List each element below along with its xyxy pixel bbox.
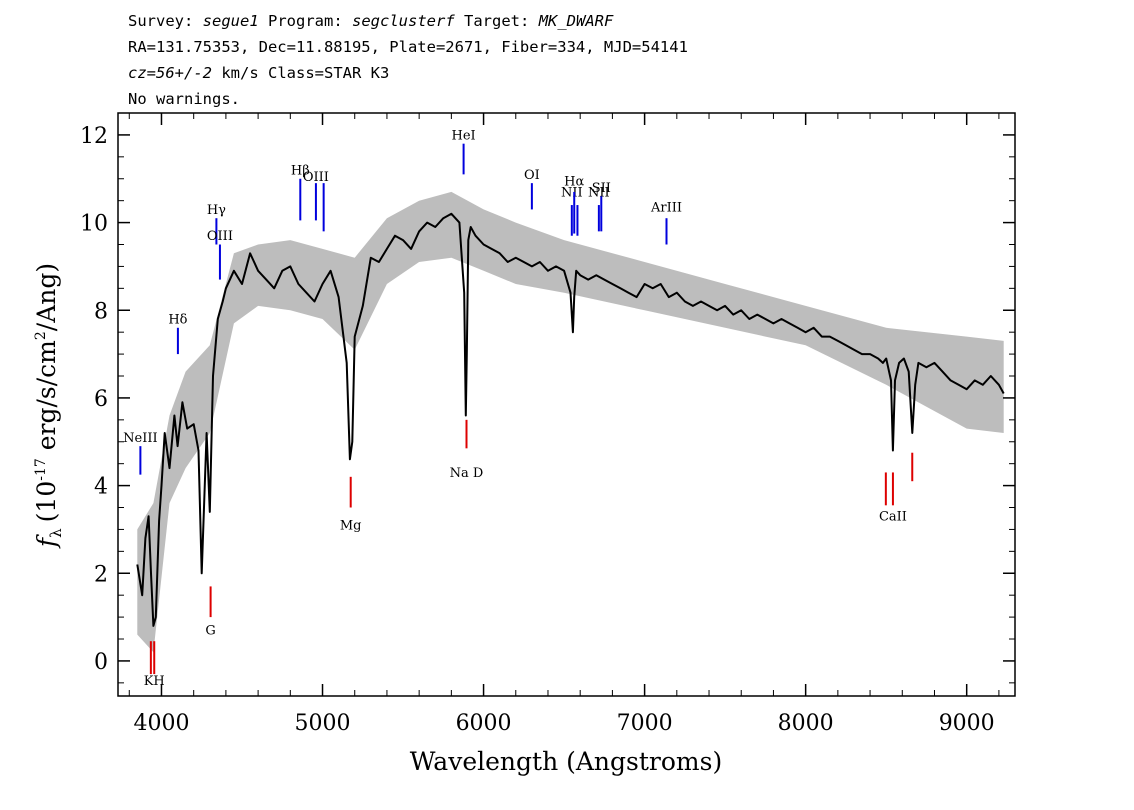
line-label-5876: HeI <box>452 128 476 143</box>
x-tick-label-9000: 9000 <box>939 711 995 736</box>
x-tick-label-7000: 7000 <box>617 711 673 736</box>
classification: Class=STAR K3 <box>268 64 390 82</box>
y-tick-label-6: 6 <box>94 387 108 412</box>
line-label-4959: OIII <box>303 170 329 185</box>
line-label-4102: Hδ <box>168 312 187 327</box>
y-tick-label-4: 4 <box>94 475 108 500</box>
target-value: MK_DWARF <box>538 12 614 30</box>
y-tick-label-12: 12 <box>80 124 108 149</box>
line-label-8542: CaII <box>879 510 907 525</box>
x-tick-label-6000: 6000 <box>456 711 512 736</box>
x-tick-label-8000: 8000 <box>778 711 834 736</box>
program-value: segclusterf <box>352 12 455 30</box>
header-line-1: Survey: segue1 Program: segclusterf Targ… <box>128 12 613 30</box>
y-axis-label: fλ(10-17 erg/s/cm2/Ang) <box>32 263 65 549</box>
target-label: Target: <box>464 12 530 30</box>
line-label-3869: NeIII <box>123 431 157 446</box>
x-tick-label-5000: 5000 <box>295 711 351 736</box>
line-label-7136: ArIII <box>650 201 682 216</box>
line-label-6548: NII <box>561 185 583 200</box>
line-label-6731: SII <box>592 181 611 196</box>
survey-value: segue1 <box>202 12 259 30</box>
line-label-6563: Hα <box>564 174 584 189</box>
header-line-3: cz=56+/-2 km/s Class=STAR K3 <box>128 64 389 82</box>
line-label-4341: Hγ <box>207 203 226 218</box>
line-label-5894: Na D <box>450 466 484 481</box>
noise-band <box>137 191 1004 653</box>
y-tick-label-2: 2 <box>94 562 108 587</box>
line-label-3955: KH <box>144 674 165 689</box>
header-line-2: RA=131.75353, Dec=11.88195, Plate=2671, … <box>128 38 688 56</box>
line-label-4363: OIII <box>207 229 233 244</box>
flux-series <box>136 212 1005 627</box>
x-axis-label: Wavelength (Angstroms) <box>410 747 722 776</box>
redshift-unit: km/s <box>221 64 259 82</box>
axis-ticks: 4000 5000 6000 7000 8000 9000 0 2 4 6 8 10 12 <box>80 112 1015 736</box>
y-tick-label-0: 0 <box>94 650 108 675</box>
redshift-value: cz=56+/-2 <box>128 64 212 82</box>
line-label-5175: Mg <box>340 518 362 533</box>
line-label-6716: NII <box>588 185 610 200</box>
flux-line <box>136 212 1005 627</box>
survey-label: Survey: <box>128 12 194 30</box>
y-tick-label-8: 8 <box>94 299 108 324</box>
line-label-4862: Hβ <box>291 163 310 178</box>
y-tick-label-10: 10 <box>80 212 108 237</box>
line-label-6300: OI <box>524 168 540 183</box>
program-label: Program: <box>268 12 343 30</box>
line-markers: NeIIIHδHγOIIIHβOIIIHeIOINIIHαNIISIIArIII… <box>123 128 914 689</box>
line-label-4305: G <box>205 624 215 639</box>
plot-frame <box>117 112 1016 697</box>
warnings-text: No warnings. <box>128 90 240 108</box>
noise-band-area <box>137 191 1004 653</box>
x-tick-label-4000: 4000 <box>133 711 189 736</box>
